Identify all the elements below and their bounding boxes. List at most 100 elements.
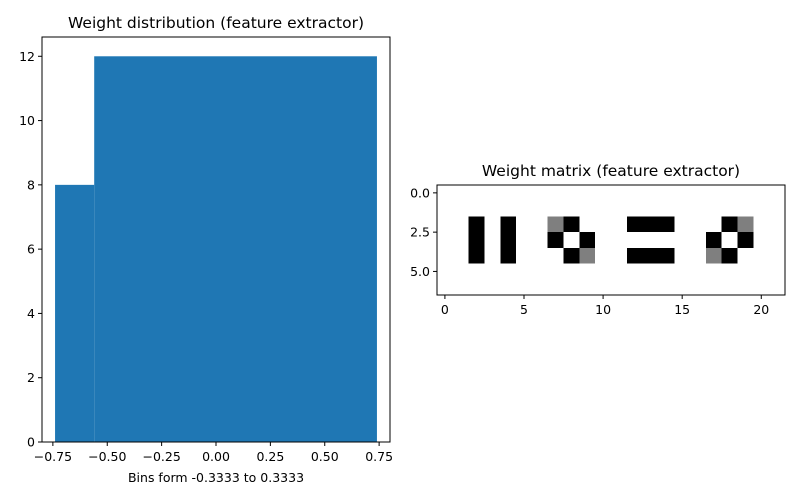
heatmap-cell (516, 263, 533, 280)
heatmap-cell (531, 232, 549, 249)
heatmap-cell (674, 279, 691, 296)
heatmap-x-tick-label: 20 (753, 302, 769, 317)
histogram-x-tick-label: 0.00 (202, 449, 230, 464)
heatmap-cell (484, 279, 501, 296)
heatmap-cell (737, 232, 754, 249)
heatmap-cell (737, 200, 754, 217)
heatmap-cell (690, 279, 707, 296)
heatmap-y-tick-label: 0.0 (410, 185, 430, 200)
heatmap-cell (452, 232, 470, 249)
heatmap-cell (705, 232, 723, 249)
heatmap-cell (579, 216, 596, 233)
histogram-x-tick-label: 0.75 (365, 449, 393, 464)
heatmap-cell (563, 279, 580, 296)
heatmap-cell (500, 200, 517, 217)
heatmap-cell (642, 216, 659, 233)
heatmap-cell (737, 185, 754, 202)
heatmap-cell (452, 216, 470, 233)
heatmap-cell (516, 200, 533, 217)
heatmap-cell (484, 216, 501, 233)
heatmap-cell (705, 263, 723, 280)
heatmap-cell (753, 200, 770, 217)
histogram-x-label: Bins form -0.3333 to 0.3333 (128, 470, 304, 485)
heatmap-cell (674, 185, 691, 202)
heatmap-cell (452, 279, 470, 296)
heatmap-cell (468, 263, 485, 280)
heatmap-cell (705, 247, 723, 264)
heatmap-cell (674, 232, 691, 249)
heatmap-cell (721, 200, 738, 217)
heatmap-cell (547, 185, 564, 202)
heatmap-cell (674, 247, 691, 264)
heatmap-cell (690, 263, 707, 280)
heatmap-cell (642, 200, 659, 217)
heatmap-cell (563, 263, 580, 280)
heatmap-cell (484, 185, 501, 202)
heatmap-cell (769, 185, 786, 202)
heatmap-cell (516, 216, 533, 233)
histogram-y-tick-label: 10 (19, 113, 35, 128)
heatmap-cell (579, 200, 596, 217)
heatmap-title: Weight matrix (feature extractor) (482, 162, 740, 180)
heatmap-cell (611, 263, 628, 280)
heatmap-cell (437, 279, 454, 296)
heatmap-cell (579, 247, 596, 264)
histogram-y-tick-label: 0 (27, 435, 35, 450)
heatmap-cell (674, 216, 691, 233)
heatmap-cell (611, 247, 628, 264)
heatmap-cell (437, 263, 454, 280)
heatmap-cell (516, 232, 533, 249)
heatmap-cell (769, 232, 786, 249)
heatmap-cell (468, 200, 485, 217)
heatmap-cell (753, 185, 770, 202)
heatmap-cell (437, 232, 454, 249)
heatmap-cell (516, 185, 533, 202)
heatmap-cell (452, 247, 470, 264)
heatmap-cell (579, 263, 596, 280)
heatmap-cell (547, 200, 564, 217)
heatmap-cell (500, 232, 517, 249)
heatmap-cell (563, 247, 580, 264)
heatmap-cell (721, 185, 738, 202)
heatmap-cell (626, 263, 644, 280)
heatmap-cell (547, 232, 564, 249)
heatmap-cell (516, 279, 533, 296)
heatmap-cell (452, 200, 470, 217)
heatmap-cell (595, 263, 612, 280)
heatmap-y-tick-label: 5.0 (410, 264, 430, 279)
heatmap-cell (769, 279, 786, 296)
heatmap-cell (658, 263, 675, 280)
heatmap-x-tick-label: 15 (674, 302, 690, 317)
heatmap-cell (705, 185, 723, 202)
heatmap-cell (753, 279, 770, 296)
heatmap-cell (437, 185, 454, 202)
heatmap-cell (721, 232, 738, 249)
heatmap-cell (579, 232, 596, 249)
heatmap-cell (595, 200, 612, 217)
heatmap-cell (531, 247, 549, 264)
heatmap-cell (437, 247, 454, 264)
histogram-y-tick-label: 6 (27, 242, 35, 257)
heatmap-cell (611, 185, 628, 202)
heatmap-cell (452, 263, 470, 280)
heatmap-cell (626, 200, 644, 217)
heatmap-x-tick-label: 10 (595, 302, 611, 317)
heatmap-cell (642, 279, 659, 296)
heatmap-cell (690, 200, 707, 217)
heatmap-cell (595, 232, 612, 249)
heatmap-cell (737, 279, 754, 296)
heatmap-axes-frame (436, 184, 786, 296)
heatmap-cell (753, 263, 770, 280)
heatmap-cell (737, 263, 754, 280)
heatmap-cell (500, 247, 517, 264)
heatmap-cell (547, 263, 564, 280)
histogram-x-tick-label: 0.25 (256, 449, 284, 464)
heatmap-cell (658, 185, 675, 202)
heatmap-cell (500, 185, 517, 202)
histogram-x-ticks: −0.75 −0.50 −0.25 0.00 0.25 0.50 0.75 (34, 442, 393, 464)
histogram-x-tick-label: 0.50 (311, 449, 339, 464)
heatmap-cell (769, 263, 786, 280)
heatmap-cell (611, 232, 628, 249)
heatmap-cell (658, 200, 675, 217)
histogram-y-tick-label: 8 (27, 177, 35, 192)
